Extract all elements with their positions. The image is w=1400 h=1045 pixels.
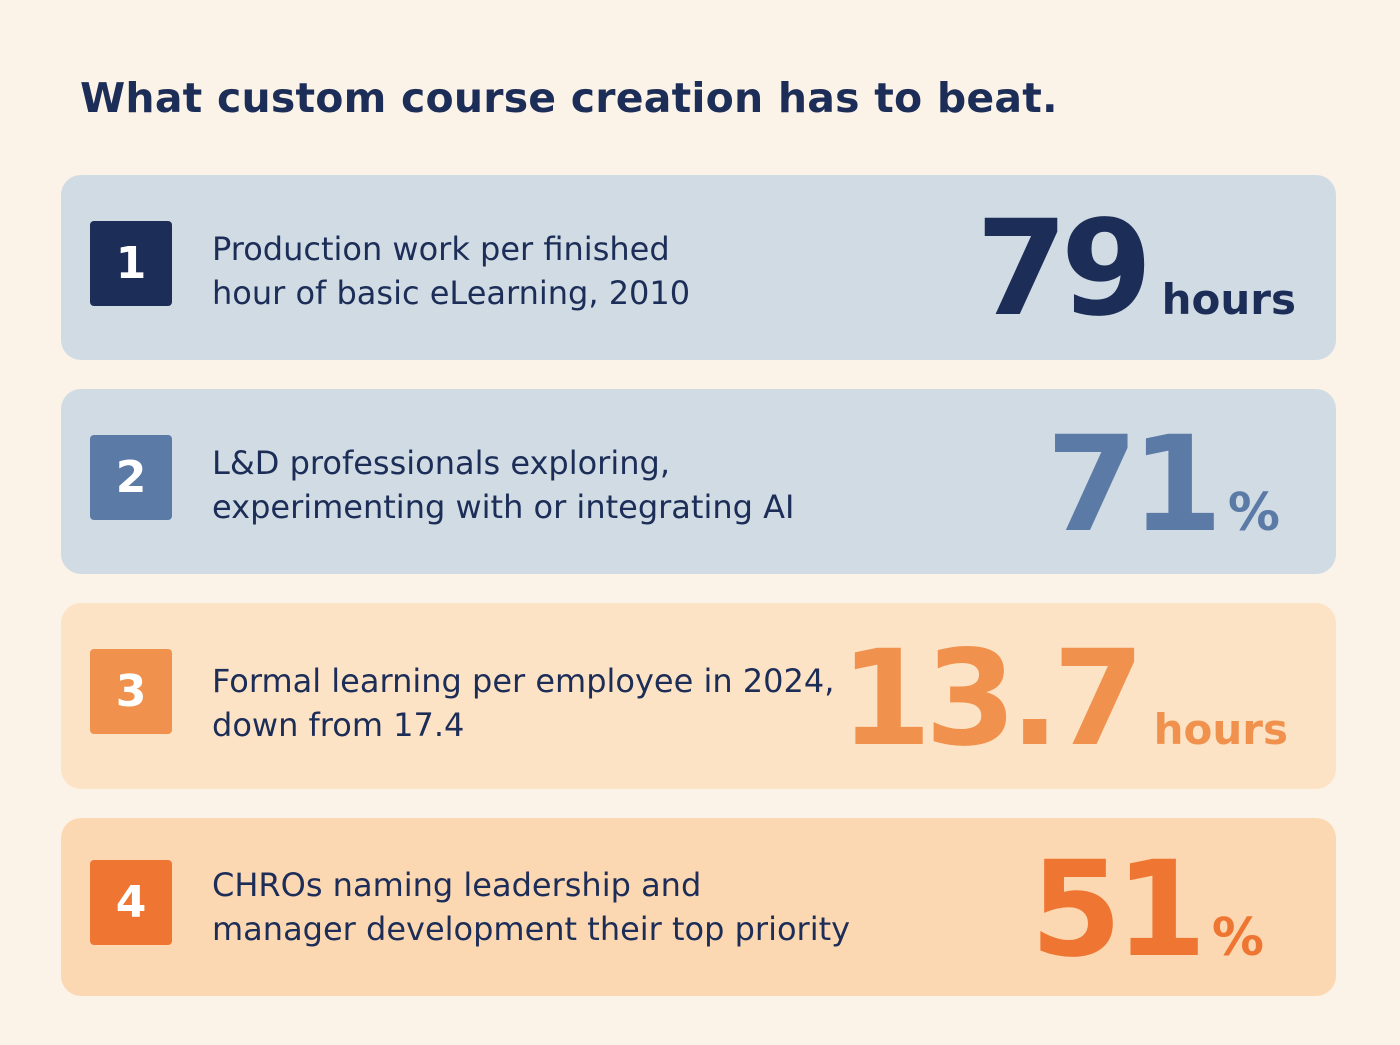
stat-value: 71 % [1046, 419, 1280, 551]
stat-description-line: L&D professionals exploring, [212, 444, 670, 482]
stat-value: 79 hours [976, 203, 1296, 335]
stat-unit: % [1227, 483, 1280, 543]
stat-description: Formal learning per employee in 2024, do… [212, 659, 834, 747]
page-title: What custom course creation has to beat. [80, 74, 1058, 122]
stat-number: 51 [1030, 833, 1207, 987]
stat-description-line: manager development their top priority [212, 910, 851, 948]
stat-card-2: 2 L&D professionals exploring, experimen… [61, 389, 1336, 574]
stat-number: 71 [1046, 408, 1223, 562]
stat-description-line: Formal learning per employee in 2024, [212, 662, 835, 700]
stat-value: 51 % [1030, 844, 1264, 976]
stat-value: 13.7 hours [840, 633, 1288, 765]
stat-description-line: down from 17.4 [212, 706, 465, 744]
stat-number-badge: 2 [90, 435, 172, 520]
stat-card-4: 4 CHROs naming leadership and manager de… [61, 818, 1336, 996]
stat-unit: hours [1161, 275, 1296, 324]
stat-description-line: experimenting with or integrating AI [212, 488, 795, 526]
stat-description-line: hour of basic eLearning, 2010 [212, 274, 691, 312]
stat-description-line: CHROs naming leadership and [212, 866, 702, 904]
stat-unit: hours [1153, 705, 1288, 754]
stat-number-badge: 1 [90, 221, 172, 306]
stat-description: Production work per finished hour of bas… [212, 227, 690, 315]
stat-description: CHROs naming leadership and manager deve… [212, 863, 850, 951]
stat-description: L&D professionals exploring, experimenti… [212, 441, 794, 529]
stat-card-3: 3 Formal learning per employee in 2024, … [61, 603, 1336, 789]
stat-number-badge: 4 [90, 860, 172, 945]
stat-description-line: Production work per finished [212, 230, 670, 268]
stat-number-badge: 3 [90, 649, 172, 734]
stat-unit: % [1211, 908, 1264, 968]
stat-number: 13.7 [839, 622, 1145, 776]
stat-number: 79 [975, 192, 1153, 346]
stat-card-1: 1 Production work per finished hour of b… [61, 175, 1336, 360]
